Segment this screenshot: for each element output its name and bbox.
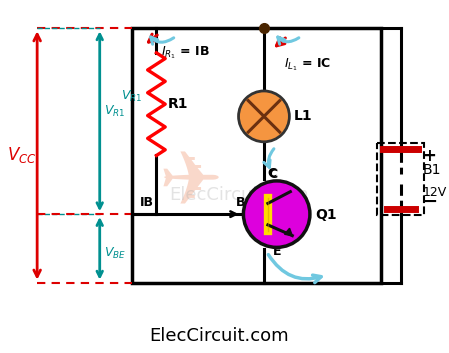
Text: E: E xyxy=(273,245,281,258)
FancyArrowPatch shape xyxy=(264,149,274,167)
Text: B1: B1 xyxy=(423,163,441,177)
Text: C: C xyxy=(269,168,278,181)
Circle shape xyxy=(238,91,290,142)
Text: ElecCircuit.com: ElecCircuit.com xyxy=(170,186,309,204)
FancyArrowPatch shape xyxy=(269,255,321,283)
Bar xyxy=(377,143,424,215)
Text: $I_{R_1}$ = IB: $I_{R_1}$ = IB xyxy=(161,45,210,61)
FancyArrowPatch shape xyxy=(278,37,299,44)
Text: L1: L1 xyxy=(293,109,312,124)
Text: $V_{R1}$: $V_{R1}$ xyxy=(104,104,125,119)
Text: $V_{R1}$: $V_{R1}$ xyxy=(121,89,143,104)
Text: $V_{CC}$: $V_{CC}$ xyxy=(7,145,36,166)
Text: ✈: ✈ xyxy=(158,148,223,222)
Text: C: C xyxy=(267,167,276,180)
Text: $V_{BE}$: $V_{BE}$ xyxy=(104,246,126,261)
Polygon shape xyxy=(285,228,292,236)
Circle shape xyxy=(243,181,310,247)
Text: 12V: 12V xyxy=(423,186,447,199)
Text: +: + xyxy=(423,147,436,165)
Text: −: − xyxy=(423,193,437,211)
Text: Q1: Q1 xyxy=(315,208,336,222)
Bar xyxy=(132,28,381,282)
Text: B: B xyxy=(236,196,245,209)
Text: ElecCircuit.com: ElecCircuit.com xyxy=(149,327,289,345)
Text: IB: IB xyxy=(140,196,154,209)
Text: $I_{L_1}$ = IC: $I_{L_1}$ = IC xyxy=(283,56,331,73)
FancyArrowPatch shape xyxy=(151,37,174,44)
Text: R1: R1 xyxy=(168,97,189,111)
